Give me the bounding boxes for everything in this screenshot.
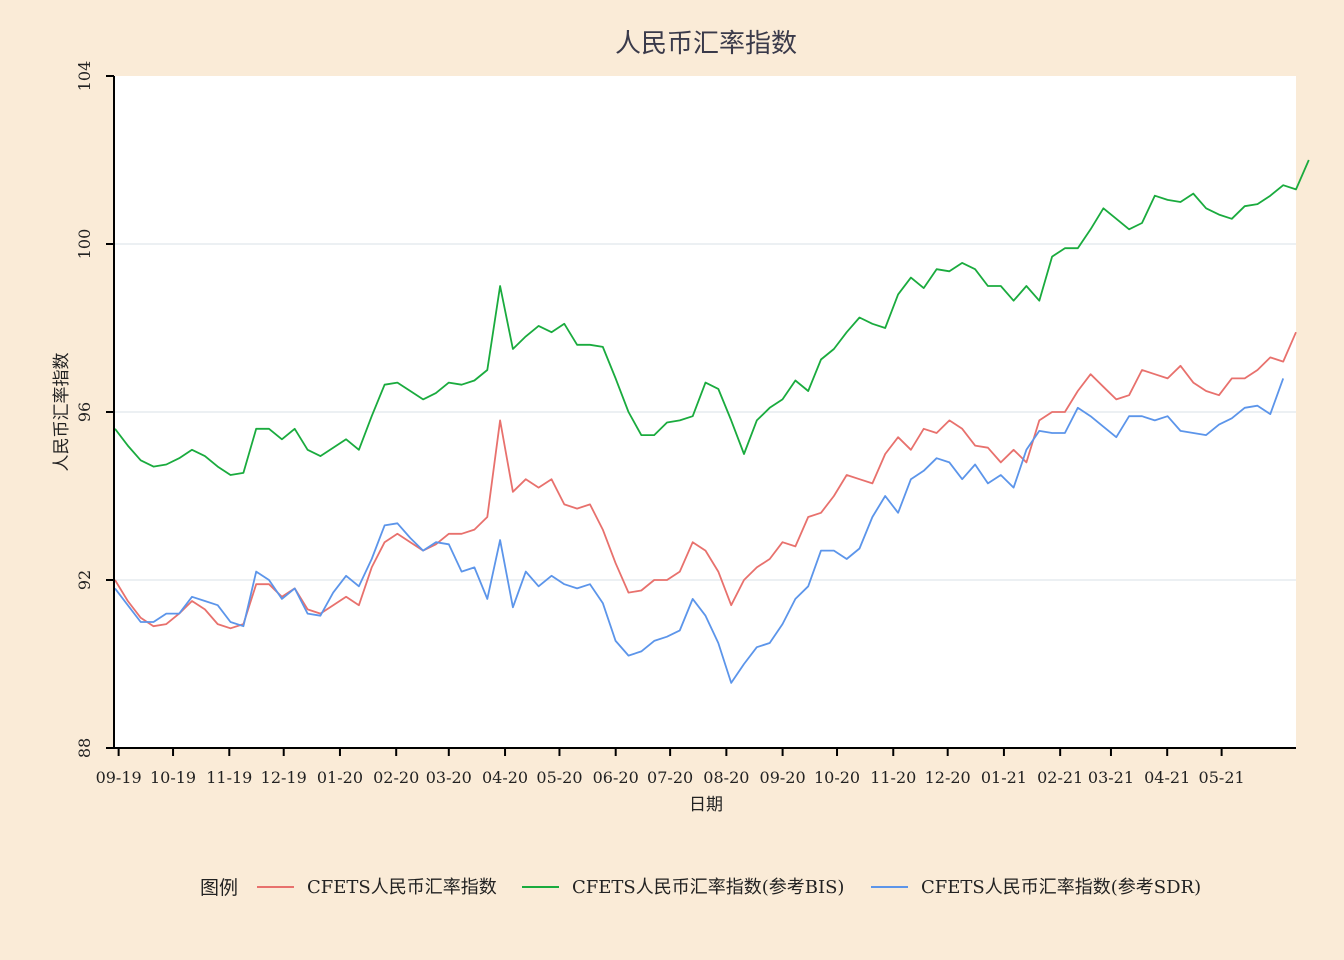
x-tick-label: 01-21 bbox=[981, 768, 1027, 787]
x-tick-label: 11-19 bbox=[206, 768, 252, 787]
x-tick-label: 12-19 bbox=[261, 768, 307, 787]
x-tick-label: 12-20 bbox=[925, 768, 971, 787]
x-tick-label: 03-21 bbox=[1088, 768, 1134, 787]
chart-title: 人民币汇率指数 bbox=[615, 29, 797, 59]
legend-title: 图例 bbox=[200, 877, 238, 899]
y-tick-label: 92 bbox=[75, 570, 94, 590]
x-axis-label: 日期 bbox=[689, 795, 723, 815]
series-line-2 bbox=[114, 378, 1285, 684]
x-tick-label: 04-21 bbox=[1144, 768, 1190, 787]
legend: 图例 CFETS人民币汇率指数 CFETS人民币汇率指数(参考BIS) CFET… bbox=[200, 877, 1201, 899]
series-line-1 bbox=[114, 159, 1310, 476]
grid-lines bbox=[115, 243, 1296, 581]
y-axis-label: 人民币汇率指数 bbox=[52, 353, 72, 472]
legend-item: CFETS人民币汇率指数 bbox=[257, 877, 497, 898]
y-tick-label: 104 bbox=[75, 61, 94, 92]
series-line-0 bbox=[114, 331, 1297, 630]
y-tick-label: 88 bbox=[75, 738, 94, 758]
x-ticks: 09-19 10-19 11-19 12-19 01-20 02-20 03-20 04-20… bbox=[96, 748, 1245, 787]
series-lines bbox=[114, 159, 1310, 684]
x-tick-label: 08-20 bbox=[703, 768, 749, 787]
y-ticks: 88 92 96 100 104 bbox=[75, 61, 114, 758]
x-tick-label: 02-21 bbox=[1037, 768, 1083, 787]
legend-item: CFETS人民币汇率指数(参考BIS) bbox=[522, 877, 844, 898]
x-tick-label: 09-20 bbox=[760, 768, 806, 787]
legend-label: CFETS人民币汇率指数 bbox=[307, 877, 497, 898]
x-tick-label: 10-20 bbox=[814, 768, 860, 787]
y-tick-label: 100 bbox=[75, 229, 94, 260]
legend-label: CFETS人民币汇率指数(参考BIS) bbox=[572, 877, 844, 898]
x-tick-label: 02-20 bbox=[373, 768, 419, 787]
x-tick-label: 01-20 bbox=[317, 768, 363, 787]
x-tick-label: 03-20 bbox=[426, 768, 472, 787]
x-tick-label: 11-20 bbox=[870, 768, 916, 787]
x-tick-label: 07-20 bbox=[647, 768, 693, 787]
x-tick-label: 09-19 bbox=[96, 768, 142, 787]
x-tick-label: 06-20 bbox=[593, 768, 639, 787]
x-tick-label: 04-20 bbox=[482, 768, 528, 787]
legend-item: CFETS人民币汇率指数(参考SDR) bbox=[871, 877, 1201, 898]
x-tick-label: 10-19 bbox=[150, 768, 196, 787]
x-tick-label: 05-20 bbox=[536, 768, 582, 787]
legend-label: CFETS人民币汇率指数(参考SDR) bbox=[921, 877, 1201, 898]
y-tick-label: 96 bbox=[75, 402, 94, 422]
x-tick-label: 05-21 bbox=[1199, 768, 1245, 787]
